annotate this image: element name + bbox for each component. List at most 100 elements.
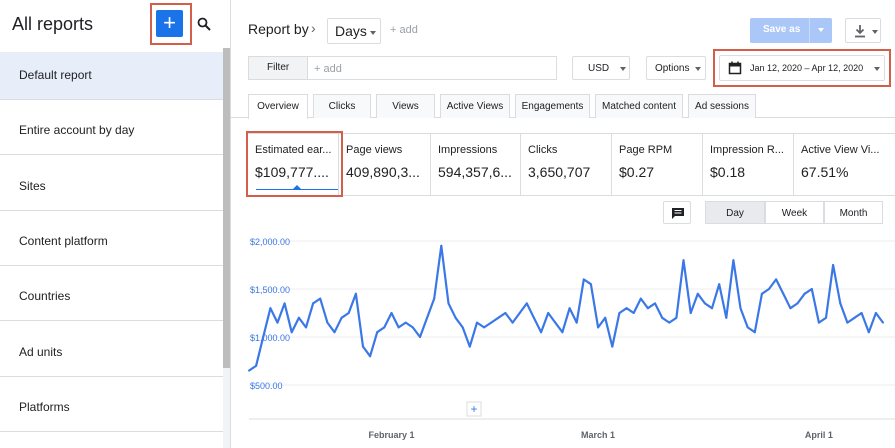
data-point[interactable] bbox=[490, 321, 493, 324]
filter-input[interactable]: + add bbox=[307, 56, 557, 80]
data-point[interactable] bbox=[825, 316, 827, 319]
data-point[interactable] bbox=[362, 345, 364, 348]
data-point[interactable] bbox=[611, 345, 614, 348]
tab-views[interactable]: Views bbox=[376, 94, 435, 118]
tab-overview[interactable]: Overview bbox=[248, 94, 308, 119]
data-point[interactable] bbox=[732, 259, 735, 262]
metric-card-impression-rpm[interactable]: Impression R... $0.18 bbox=[703, 133, 794, 196]
data-point[interactable] bbox=[433, 297, 436, 300]
dimension-select[interactable]: Days bbox=[327, 18, 381, 44]
download-button[interactable] bbox=[845, 18, 881, 43]
data-point[interactable] bbox=[476, 321, 478, 324]
data-point[interactable] bbox=[447, 302, 450, 305]
add-annotation-button[interactable] bbox=[466, 401, 482, 417]
tab-ad-sessions[interactable]: Ad sessions bbox=[688, 94, 756, 118]
data-point[interactable] bbox=[775, 278, 778, 281]
data-point[interactable] bbox=[882, 321, 884, 324]
filter-button[interactable]: Filter bbox=[248, 56, 308, 80]
data-point[interactable] bbox=[575, 321, 578, 324]
data-point[interactable] bbox=[347, 312, 350, 314]
data-point[interactable] bbox=[525, 302, 528, 305]
granularity-day-button[interactable]: Day bbox=[705, 201, 765, 224]
data-point[interactable] bbox=[860, 312, 863, 314]
data-point[interactable] bbox=[597, 326, 600, 329]
save-as-dropdown-icon[interactable] bbox=[818, 28, 824, 32]
data-point[interactable] bbox=[383, 326, 386, 329]
data-point[interactable] bbox=[675, 316, 678, 319]
data-point[interactable] bbox=[682, 259, 685, 262]
data-point[interactable] bbox=[668, 321, 671, 324]
data-point[interactable] bbox=[518, 312, 521, 314]
data-point[interactable] bbox=[803, 292, 806, 295]
sidebar-item-entire-account[interactable]: Entire account by day bbox=[0, 107, 223, 155]
data-point[interactable] bbox=[718, 283, 721, 286]
data-point[interactable] bbox=[333, 331, 336, 334]
data-point[interactable] bbox=[689, 312, 692, 314]
data-point[interactable] bbox=[604, 316, 607, 319]
data-point[interactable] bbox=[760, 292, 763, 295]
data-point[interactable] bbox=[867, 331, 870, 334]
data-point[interactable] bbox=[618, 312, 621, 314]
sidebar-scrollbar-thumb[interactable] bbox=[223, 48, 230, 368]
data-point[interactable] bbox=[661, 316, 664, 319]
add-dimension-link[interactable]: + add bbox=[390, 24, 418, 36]
data-point[interactable] bbox=[376, 331, 379, 334]
data-point[interactable] bbox=[297, 316, 300, 319]
data-point[interactable] bbox=[283, 302, 286, 305]
data-point[interactable] bbox=[782, 292, 785, 295]
data-point[interactable] bbox=[639, 297, 642, 300]
data-point[interactable] bbox=[319, 297, 322, 300]
data-point[interactable] bbox=[290, 331, 293, 334]
data-point[interactable] bbox=[312, 302, 315, 305]
data-point[interactable] bbox=[390, 312, 393, 314]
data-point[interactable] bbox=[483, 326, 486, 329]
data-point[interactable] bbox=[497, 316, 500, 319]
data-point[interactable] bbox=[454, 316, 457, 319]
metric-card-page-views[interactable]: Page views 409,890,3... bbox=[339, 133, 431, 196]
tab-matched-content[interactable]: Matched content bbox=[595, 94, 683, 118]
data-point[interactable] bbox=[725, 316, 728, 319]
data-point[interactable] bbox=[248, 369, 250, 372]
data-point[interactable] bbox=[832, 264, 835, 266]
sidebar-item-ad-units[interactable]: Ad units bbox=[0, 329, 223, 377]
data-point[interactable] bbox=[426, 316, 429, 319]
currency-select[interactable]: USD bbox=[572, 56, 630, 80]
data-point[interactable] bbox=[369, 355, 372, 358]
data-point[interactable] bbox=[511, 321, 514, 324]
metric-card-estimated-earnings[interactable]: Estimated ear... $109,777.... bbox=[248, 133, 339, 196]
data-point[interactable] bbox=[625, 307, 628, 310]
sidebar-item-default-report[interactable]: Default report bbox=[0, 52, 223, 100]
data-point[interactable] bbox=[589, 283, 592, 286]
save-as-button[interactable]: Save as bbox=[750, 18, 832, 43]
sidebar-item-sites[interactable]: Sites bbox=[0, 163, 223, 211]
data-point[interactable] bbox=[255, 364, 258, 367]
data-point[interactable] bbox=[262, 336, 265, 338]
granularity-month-button[interactable]: Month bbox=[824, 201, 883, 224]
earnings-series-line[interactable] bbox=[248, 244, 884, 372]
data-point[interactable] bbox=[582, 278, 585, 281]
tab-engagements[interactable]: Engagements bbox=[515, 94, 590, 118]
data-point[interactable] bbox=[839, 302, 842, 305]
date-range-picker[interactable]: Jan 12, 2020 – Apr 12, 2020 bbox=[719, 55, 885, 81]
metric-card-active-view-viewable[interactable]: Active View Vi... 67.51% bbox=[794, 133, 890, 196]
data-point[interactable] bbox=[789, 307, 792, 310]
annotation-button[interactable] bbox=[663, 201, 691, 224]
data-point[interactable] bbox=[532, 316, 535, 319]
data-point[interactable] bbox=[696, 292, 699, 295]
data-point[interactable] bbox=[461, 326, 464, 329]
data-point[interactable] bbox=[796, 302, 799, 305]
data-point[interactable] bbox=[632, 312, 635, 314]
data-point[interactable] bbox=[874, 312, 877, 314]
data-point[interactable] bbox=[853, 316, 856, 319]
metric-card-impressions[interactable]: Impressions 594,357,6... bbox=[431, 133, 521, 196]
data-point[interactable] bbox=[504, 312, 507, 314]
add-report-button[interactable]: + bbox=[156, 10, 183, 37]
sidebar-item-platforms[interactable]: Platforms bbox=[0, 384, 223, 432]
data-point[interactable] bbox=[468, 345, 471, 348]
data-point[interactable] bbox=[846, 321, 849, 324]
data-point[interactable] bbox=[397, 326, 400, 329]
data-point[interactable] bbox=[646, 307, 649, 310]
sidebar-item-content-platform[interactable]: Content platform bbox=[0, 218, 223, 266]
data-point[interactable] bbox=[269, 307, 272, 310]
data-point[interactable] bbox=[547, 312, 550, 314]
